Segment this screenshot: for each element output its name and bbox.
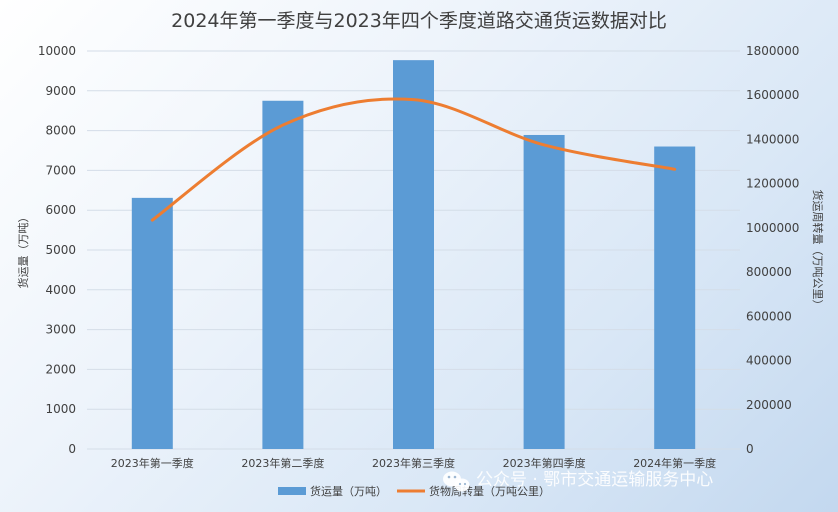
category-label: 2023年第二季度 [241,456,324,470]
right-tick-label: 600000 [746,309,792,323]
bar [131,197,173,449]
right-tick-label: 400000 [746,354,792,368]
category-axis-labels: 2023年第一季度 2023年第二季度 2023年第三季度 2023年第四季度 2024… [111,456,716,470]
right-tick-label: 1400000 [746,132,799,146]
category-label: 2023年第一季度 [111,456,194,470]
left-tick-label: 10000 [38,44,76,58]
left-tick-label: 3000 [45,323,76,337]
bar [654,146,696,449]
watermark-text: 公众号 · 鄂市交通运输服务中心 [476,470,713,490]
bar [393,60,434,450]
category-label: 2023年第三季度 [372,456,455,470]
bar [262,100,304,449]
left-axis-ticks: 0 1000 2000 3000 4000 5000 6000 7000 8000 9000 100… [38,44,76,456]
series-line [150,97,677,222]
left-tick-label: 6000 [45,203,76,217]
right-tick-label: 200000 [746,398,792,412]
left-tick-label: 9000 [45,84,76,98]
right-axis-title: 货运周转量（万吨公里） [811,190,825,311]
right-tick-label: 1200000 [746,177,799,191]
legend-bar-label: 货运量（万吨） [310,484,387,498]
watermark: 公众号 · 鄂市交通运输服务中心 [443,470,713,492]
right-axis-ticks: 0 200000 400000 600000 800000 1000000 1200000 1… [746,44,799,456]
left-tick-label: 8000 [45,124,76,138]
right-tick-label: 800000 [746,265,792,279]
right-tick-label: 1800000 [746,44,799,58]
left-axis-title: 货运量（万吨） [16,212,30,289]
left-tick-label: 4000 [45,283,76,297]
left-tick-label: 1000 [45,402,76,416]
right-tick-label: 0 [746,442,754,456]
left-tick-label: 5000 [45,243,76,257]
left-tick-label: 7000 [45,163,76,177]
left-tick-label: 0 [68,442,76,456]
category-label: 2024年第一季度 [633,456,716,470]
bar-series [131,60,696,450]
right-tick-label: 1600000 [746,88,799,102]
wechat-icon [443,471,470,492]
line-series [150,97,677,222]
chart-title: 2024年第一季度与2023年四个季度道路交通货运数据对比 [171,10,667,32]
category-label: 2023年第四季度 [503,456,586,470]
left-tick-label: 2000 [45,362,76,376]
bar [523,134,565,449]
legend-bar-swatch [278,487,306,495]
right-tick-label: 1000000 [746,221,799,235]
